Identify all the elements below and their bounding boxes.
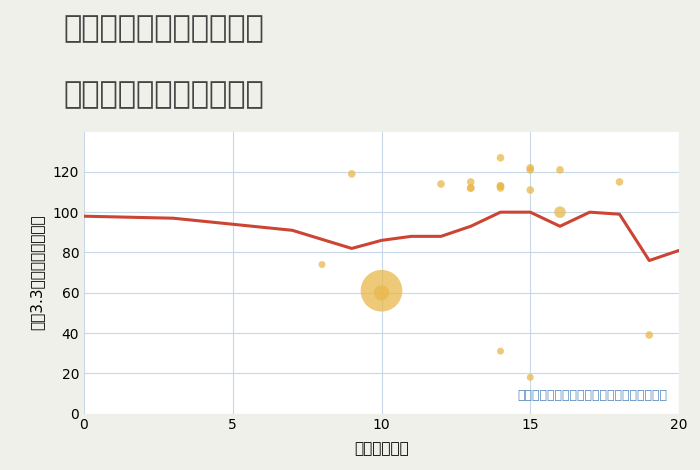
X-axis label: 駅距離（分）: 駅距離（分） xyxy=(354,441,409,456)
Text: 奈良県奈良市三条桧町の: 奈良県奈良市三条桧町の xyxy=(63,14,264,43)
Text: 円の大きさは、取引のあった物件面積を示す: 円の大きさは、取引のあった物件面積を示す xyxy=(517,389,667,402)
Point xyxy=(376,287,387,295)
Text: 駅距離別中古戸建て価格: 駅距離別中古戸建て価格 xyxy=(63,80,264,109)
Point xyxy=(525,374,536,381)
Point xyxy=(435,180,447,188)
Point xyxy=(495,184,506,192)
Point xyxy=(644,331,655,339)
Point xyxy=(376,289,387,297)
Point xyxy=(495,347,506,355)
Y-axis label: 坪（3.3㎡）単価（万円）: 坪（3.3㎡）単価（万円） xyxy=(29,215,44,330)
Point xyxy=(465,178,476,186)
Point xyxy=(495,182,506,190)
Point xyxy=(554,208,566,216)
Point xyxy=(465,184,476,192)
Point xyxy=(316,261,328,268)
Point xyxy=(495,154,506,162)
Point xyxy=(346,170,357,178)
Point xyxy=(554,166,566,173)
Point xyxy=(465,184,476,192)
Point xyxy=(525,164,536,172)
Point xyxy=(495,182,506,190)
Point xyxy=(525,166,536,173)
Point xyxy=(525,186,536,194)
Point xyxy=(614,178,625,186)
